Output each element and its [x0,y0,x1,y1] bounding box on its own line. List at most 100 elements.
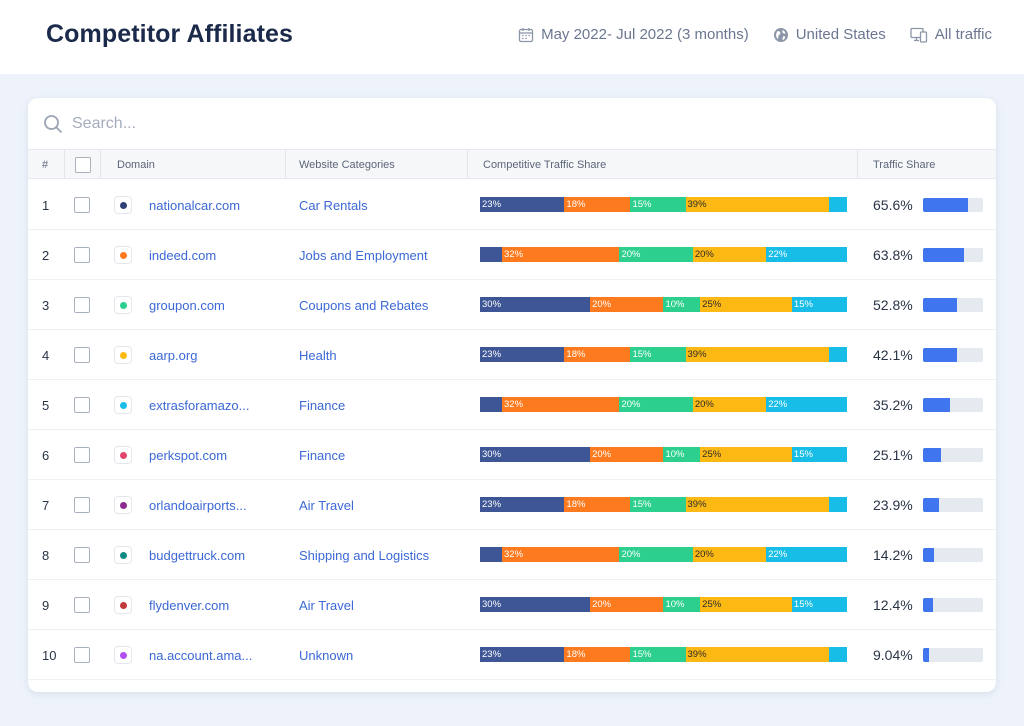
row-checkbox[interactable] [74,647,90,663]
column-header-competitive-share[interactable]: Competitive Traffic Share [467,150,606,179]
category-link[interactable]: Air Travel [299,597,354,613]
category-link[interactable]: Finance [299,447,346,463]
traffic-share-value: 25.1% [873,447,913,463]
domain-favicon [114,230,132,280]
share-segment [480,397,503,412]
traffic-share-bar [923,398,983,412]
traffic-share-fill [923,598,933,612]
row-checkbox[interactable] [74,297,90,313]
row-checkbox[interactable] [74,447,90,463]
favicon-icon [114,396,132,414]
category-link[interactable]: Jobs and Employment [299,247,428,263]
traffic-label: All traffic [934,26,992,43]
row-index: 9 [42,597,50,613]
favicon-dot [119,601,127,609]
traffic-share-bar [923,198,983,212]
date-range-filter[interactable]: May 2022- Jul 2022 (3 months) [518,26,749,43]
competitive-share-bar: 30% 20% 10% 25% 15% [480,447,847,462]
traffic-filter[interactable]: All traffic [910,26,992,43]
domain-link[interactable]: nationalcar.com [149,197,241,213]
competitive-share-bar: 30% 20% 10% 25% 15% [480,297,847,312]
share-segment: 22% [766,547,847,562]
row-select [74,380,90,430]
traffic-share-fill [923,298,958,312]
affiliates-table-card: # Domain Website Categories Competitive … [28,98,996,692]
column-header-traffic-share[interactable]: Traffic Share [857,150,935,179]
share-segment: 32% [502,397,620,412]
domain-link[interactable]: perkspot.com [149,447,228,463]
traffic-share-fill [923,448,941,462]
share-segment: 15% [791,597,847,612]
traffic-share-bar [923,448,983,462]
row-checkbox[interactable] [74,497,90,513]
row-index: 6 [42,447,50,463]
share-segment: 20% [619,397,693,412]
category-link[interactable]: Finance [299,397,346,413]
competitive-share-bar: 23% 18% 15% 39% [480,647,847,662]
table-header: # Domain Website Categories Competitive … [28,149,996,179]
filters-bar: May 2022- Jul 2022 (3 months) United Sta… [494,26,992,43]
domain-favicon [114,180,132,230]
domain-favicon [114,630,132,680]
favicon-icon [114,546,132,564]
favicon-dot [119,451,127,459]
domain-link[interactable]: budgettruck.com [149,547,246,563]
row-index: 7 [42,497,50,513]
row-checkbox[interactable] [74,547,90,563]
traffic-share-bar [923,298,983,312]
header-bar: Competitor Affiliates May 2022- Jul 2022… [0,0,1024,74]
table-row: 7 orlandoairports... Air Travel 23% 18% 15% 39… [28,480,996,530]
category-link[interactable]: Health [299,347,337,363]
domain-link[interactable]: groupon.com [149,297,225,313]
favicon-icon [114,246,132,264]
table-row: 8 budgettruck.com Shipping and Logistics 32… [28,530,996,580]
row-select [74,530,90,580]
traffic-share-value: 65.6% [873,197,913,213]
domain-link[interactable]: orlandoairports... [149,497,247,513]
traffic-share-fill [923,648,929,662]
traffic-share-value: 35.2% [873,397,913,413]
category-link[interactable]: Coupons and Rebates [299,297,429,313]
column-header-categories[interactable]: Website Categories [285,150,395,179]
country-filter[interactable]: United States [773,26,886,43]
share-segment: 10% [663,297,701,312]
domain-link[interactable]: na.account.ama... [149,647,253,663]
row-checkbox[interactable] [74,247,90,263]
share-segment: 30% [480,297,591,312]
table-row: 5 extrasforamazo... Finance 32% 20% 20% 22% 35.… [28,380,996,430]
search-bar [28,98,996,149]
domain-link[interactable]: aarp.org [149,347,198,363]
traffic-share-bar [923,498,983,512]
domain-link[interactable]: flydenver.com [149,597,230,613]
domain-link[interactable]: extrasforamazo... [149,397,250,413]
row-index: 1 [42,197,50,213]
category-link[interactable]: Car Rentals [299,197,368,213]
traffic-share-bar [923,548,983,562]
share-segment: 15% [630,197,686,212]
row-checkbox[interactable] [74,397,90,413]
domain-favicon [114,480,132,530]
share-segment: 23% [480,347,565,362]
row-select [74,580,90,630]
column-header-domain[interactable]: Domain [100,150,155,179]
select-all-checkbox[interactable] [74,156,91,173]
column-header-select [64,150,100,179]
traffic-share-value: 42.1% [873,347,913,363]
favicon-icon [114,296,132,314]
category-link[interactable]: Shipping and Logistics [299,547,430,563]
traffic-share-value: 12.4% [873,597,913,613]
search-input[interactable] [72,114,472,133]
competitive-share-bar: 32% 20% 20% 22% [480,397,847,412]
traffic-share-bar [923,648,983,662]
share-segment: 10% [663,597,701,612]
row-checkbox[interactable] [74,197,90,213]
share-segment: 32% [502,247,620,262]
traffic-share-bar [923,248,983,262]
row-checkbox[interactable] [74,347,90,363]
favicon-icon [114,346,132,364]
category-link[interactable]: Unknown [299,647,354,663]
domain-link[interactable]: indeed.com [149,247,217,263]
row-checkbox[interactable] [74,597,90,613]
category-link[interactable]: Air Travel [299,497,354,513]
traffic-share-value: 52.8% [873,297,913,313]
